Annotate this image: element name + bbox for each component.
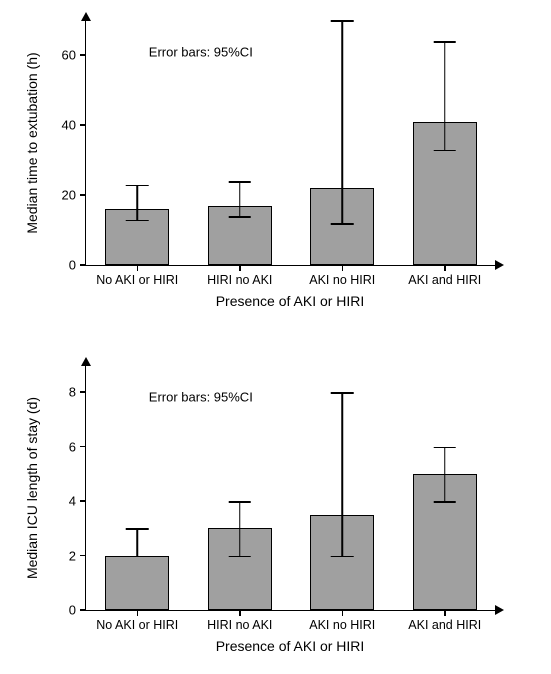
error-cap-top [331,392,354,394]
error-bar-annotation: Error bars: 95%CI [149,389,253,404]
plot-area: 02468No AKI or HIRIHIRI no AKIAKI no HIR… [85,365,496,611]
x-tick-label: HIRI no AKI [207,618,272,632]
x-tick-label: No AKI or HIRI [96,273,178,287]
y-axis-arrow [81,357,91,366]
y-tick-label: 8 [69,385,76,400]
x-axis-title: Presence of AKI or HIRI [216,638,365,654]
bar [208,206,272,266]
bar [208,528,272,610]
x-tick-label: AKI and HIRI [408,273,481,287]
y-axis-title: Median ICU length of stay (d) [24,396,40,578]
y-tick-label: 2 [69,548,76,563]
y-tick [80,194,86,196]
y-tick-label: 60 [62,48,76,63]
x-tick-label: No AKI or HIRI [96,618,178,632]
plot-area: 0204060No AKI or HIRIHIRI no AKIAKI no H… [85,20,496,266]
y-tick [80,264,86,266]
bar [413,122,477,266]
error-stem [137,528,139,555]
x-axis-title: Presence of AKI or HIRI [216,293,365,309]
x-tick [444,610,446,616]
error-bar-annotation: Error bars: 95%CI [149,44,253,59]
x-tick-label: HIRI no AKI [207,273,272,287]
figure: 0204060No AKI or HIRIHIRI no AKIAKI no H… [0,0,551,674]
bar [105,556,169,610]
y-tick [80,446,86,448]
y-tick [80,124,86,126]
x-axis-arrow [495,260,504,270]
x-axis-arrow [495,605,504,615]
y-tick-label: 20 [62,188,76,203]
error-cap-top [126,185,149,187]
x-tick [342,265,344,271]
error-cap-top [228,181,251,183]
y-tick-label: 0 [69,258,76,273]
error-cap-top [433,41,456,43]
error-cap-top [433,447,456,449]
x-tick [444,265,446,271]
y-tick-label: 6 [69,439,76,454]
error-cap-top [228,501,251,503]
x-tick [239,610,241,616]
x-tick [137,265,139,271]
y-tick [80,555,86,557]
bar [105,209,169,265]
x-tick [137,610,139,616]
x-tick-label: AKI no HIRI [309,618,375,632]
y-tick-label: 4 [69,494,76,509]
x-tick [342,610,344,616]
error-cap-top [331,20,354,22]
bar [310,188,374,265]
x-tick-label: AKI and HIRI [408,618,481,632]
y-tick [80,500,86,502]
y-axis-arrow [81,12,91,21]
y-tick [80,54,86,56]
bar [413,474,477,610]
y-tick [80,391,86,393]
y-axis-title: Median time to extubation (h) [24,52,40,233]
error-cap-top [126,528,149,530]
y-tick-label: 40 [62,118,76,133]
x-tick [239,265,241,271]
y-tick-label: 0 [69,603,76,618]
x-tick-label: AKI no HIRI [309,273,375,287]
bar [310,515,374,610]
y-tick [80,609,86,611]
